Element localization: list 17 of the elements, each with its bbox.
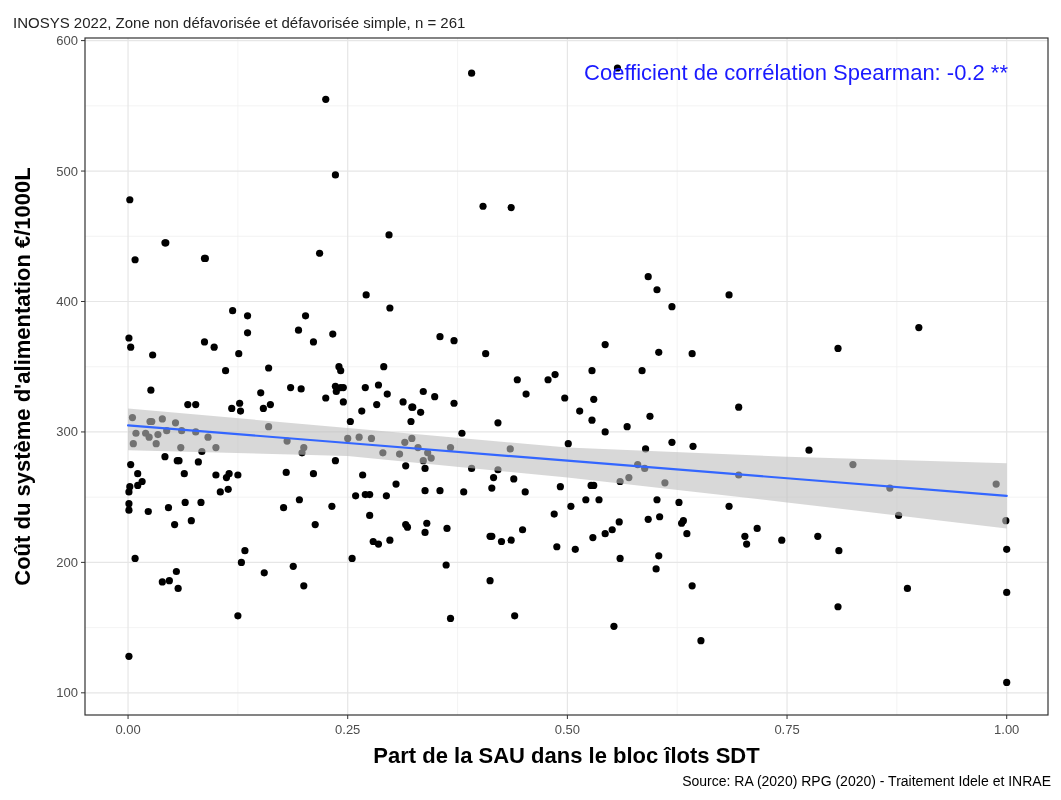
x-tick-label: 0.50 — [554, 722, 581, 737]
y-tick-label: 200 — [56, 554, 78, 570]
x-tick-label: 0.00 — [115, 722, 141, 737]
x-tick-label: 0.75 — [774, 722, 800, 737]
y-tick-label: 100 — [56, 685, 78, 701]
annotation: Coefficient de corrélation Spearman: -0.2 ** — [584, 60, 1009, 85]
chart-title: INOSYS 2022, Zone non défavorisée et défavorisée simple, n = 261 — [13, 14, 466, 31]
y-tick-label: 400 — [56, 294, 78, 309]
y-tick-label: 500 — [56, 163, 78, 179]
y-tick-label: 600 — [56, 33, 78, 49]
x-tick-label: 1.00 — [994, 722, 1020, 737]
source-note: Source: RA (2020) RPG (2020) - Traitement Idele et INRAE — [682, 773, 1051, 789]
y-axis-title: Coût du système d'alimentation €/1000L — [10, 167, 35, 586]
line-series — [126, 424, 1008, 497]
y-tick-label: 300 — [56, 424, 78, 440]
x-axis-title: Part de la SAU dans le bloc îlots SDT — [373, 743, 761, 768]
x-tick-label: 0.25 — [335, 722, 361, 737]
